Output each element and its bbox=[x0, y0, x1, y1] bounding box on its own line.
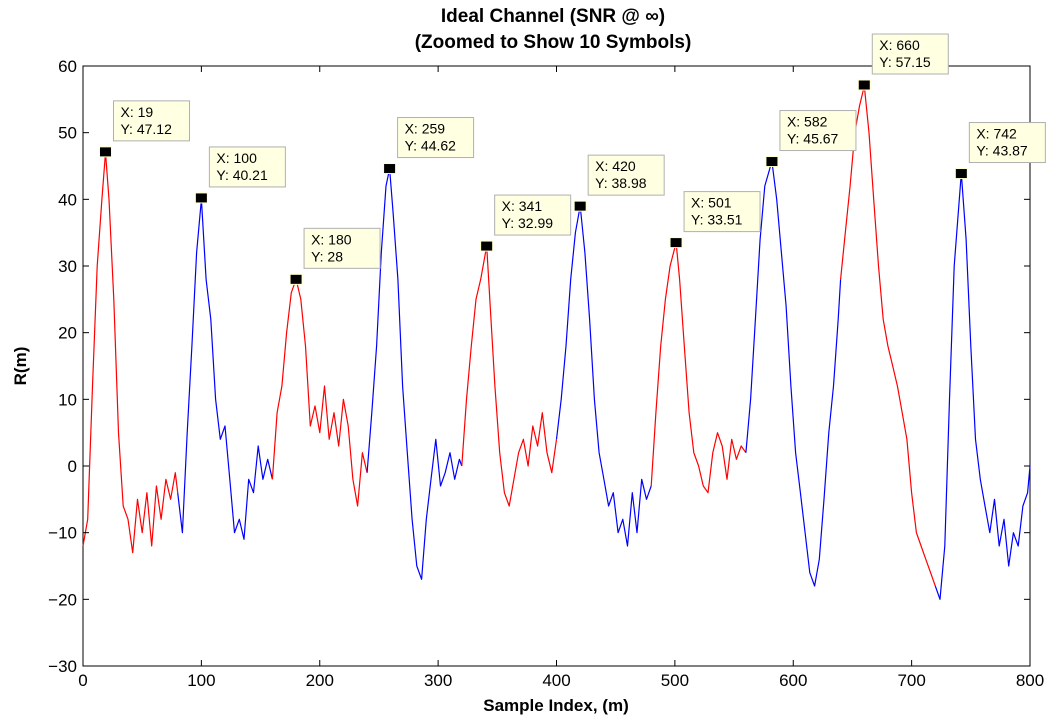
series-line-2 bbox=[177, 198, 273, 540]
datatip-box bbox=[779, 110, 857, 152]
y-tick-label: −20 bbox=[48, 590, 77, 609]
datatip-marker[interactable] bbox=[857, 79, 871, 91]
series-line-7 bbox=[650, 242, 747, 494]
datatip-y-label: Y: 47.12 bbox=[120, 121, 172, 137]
series-line-4 bbox=[366, 168, 463, 580]
y-tick-label: 50 bbox=[58, 124, 77, 143]
datatip-marker[interactable] bbox=[669, 237, 683, 249]
datatip-x-label: X: 259 bbox=[405, 121, 446, 137]
y-tick-label: 30 bbox=[58, 257, 77, 276]
y-tick-label: 20 bbox=[58, 324, 77, 343]
y-axis-label: R(m) bbox=[11, 347, 30, 386]
y-tick-label: 0 bbox=[68, 457, 77, 476]
series-line-8 bbox=[745, 160, 842, 587]
y-tick-label: 10 bbox=[58, 390, 77, 409]
datatip-x-label: X: 180 bbox=[311, 231, 352, 247]
datatip-box bbox=[397, 117, 475, 159]
datatip-box bbox=[112, 100, 190, 142]
datatip-y-label: Y: 43.87 bbox=[976, 143, 1028, 159]
datatip-y-label: Y: 33.51 bbox=[691, 212, 743, 228]
datatip-box bbox=[494, 194, 572, 236]
datatip[interactable]: X: 19Y: 47.12 bbox=[98, 100, 190, 158]
datatip-box bbox=[208, 146, 286, 188]
datatip-marker[interactable] bbox=[383, 163, 397, 175]
series-line-3 bbox=[271, 278, 368, 507]
chart-title-line-1: Ideal Channel (SNR @ ∞) bbox=[441, 6, 665, 27]
datatip-x-label: X: 341 bbox=[502, 198, 543, 214]
datatip-x-label: X: 100 bbox=[216, 150, 257, 166]
y-tick-label: −10 bbox=[48, 524, 77, 543]
y-tick-label: 60 bbox=[58, 57, 77, 76]
x-tick-label: 0 bbox=[78, 671, 87, 690]
datatip-marker[interactable] bbox=[194, 192, 208, 204]
datatip-x-label: X: 660 bbox=[879, 37, 920, 53]
datatip-x-label: X: 19 bbox=[120, 104, 153, 120]
datatip-y-label: Y: 44.62 bbox=[405, 138, 457, 154]
datatip-marker[interactable] bbox=[765, 156, 779, 168]
datatip-y-label: Y: 45.67 bbox=[787, 131, 839, 147]
datatip-x-label: X: 420 bbox=[595, 158, 636, 174]
x-tick-label: 800 bbox=[1016, 671, 1044, 690]
datatip-y-label: Y: 28 bbox=[311, 248, 343, 264]
datatip-marker[interactable] bbox=[573, 200, 587, 212]
datatip-x-label: X: 742 bbox=[976, 126, 1017, 142]
datatip-marker[interactable] bbox=[954, 168, 968, 180]
datatip-box bbox=[968, 122, 1046, 164]
datatip-marker[interactable] bbox=[289, 273, 303, 285]
datatip-marker[interactable] bbox=[98, 146, 112, 158]
x-tick-label: 300 bbox=[424, 671, 452, 690]
datatip-y-label: Y: 32.99 bbox=[502, 215, 554, 231]
x-tick-label: 600 bbox=[779, 671, 807, 690]
x-tick-label: 400 bbox=[542, 671, 570, 690]
series-line-10 bbox=[934, 172, 1031, 600]
datatip-marker[interactable] bbox=[480, 240, 494, 252]
datatip-x-label: X: 501 bbox=[691, 195, 732, 211]
series-line-1 bbox=[82, 152, 179, 554]
series-line-6 bbox=[555, 205, 652, 547]
y-tick-label: 40 bbox=[58, 190, 77, 209]
x-tick-label: 700 bbox=[897, 671, 925, 690]
datatip-y-label: Y: 57.15 bbox=[879, 54, 931, 70]
x-tick-label: 500 bbox=[661, 671, 689, 690]
datatip-box bbox=[871, 33, 949, 75]
datatip-box bbox=[683, 191, 761, 233]
x-tick-label: 200 bbox=[306, 671, 334, 690]
x-tick-label: 100 bbox=[187, 671, 215, 690]
x-axis-label: Sample Index, (m) bbox=[483, 696, 628, 715]
datatip-box bbox=[303, 227, 381, 269]
series-line-5 bbox=[461, 245, 558, 507]
y-tick-label: −30 bbox=[48, 657, 77, 676]
chart-title-line-2: (Zoomed to Show 10 Symbols) bbox=[415, 32, 692, 53]
datatip-y-label: Y: 38.98 bbox=[595, 175, 647, 191]
datatip-box bbox=[587, 154, 665, 196]
ticks-layer: 0 100 200 300 400 500 600 700 800 −30 −20 −10 0 10 20 3… bbox=[48, 57, 1044, 690]
datatip-x-label: X: 582 bbox=[787, 114, 828, 130]
datatip-y-label: Y: 40.21 bbox=[216, 167, 268, 183]
